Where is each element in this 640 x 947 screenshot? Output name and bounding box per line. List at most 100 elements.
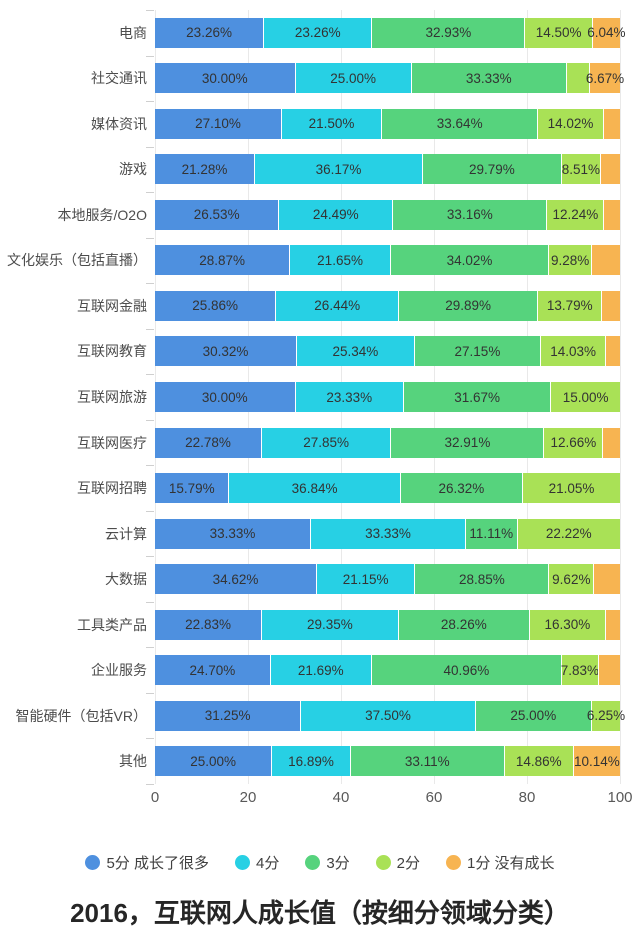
chart-row: 本地服务/O2O 26.53% 24.49% 33.16% 12.24% xyxy=(0,192,640,238)
segment-value-label: 31.67% xyxy=(454,389,500,405)
bar-segment: 27.10% xyxy=(155,108,281,139)
bar-segment: 23.26% xyxy=(155,17,264,48)
segment-value-label: 36.17% xyxy=(315,161,362,177)
category-axis-tick xyxy=(146,192,154,194)
category-axis-tick xyxy=(146,647,154,649)
segment-value-label: 15.00% xyxy=(562,389,609,405)
category-axis-tick xyxy=(146,283,154,285)
bar-segment: 25.34% xyxy=(295,336,414,367)
segment-value-label: 27.10% xyxy=(195,116,241,132)
bar-segment: 22.83% xyxy=(155,609,262,640)
bar-segment xyxy=(602,427,620,458)
segment-value-label: 33.33% xyxy=(365,526,411,542)
bar-track: 33.33% 33.33% 11.11% 22.22% xyxy=(155,518,620,549)
chart-row: 互联网旅游 30.00% 23.33% 31.67% 15.00% xyxy=(0,374,640,420)
chart-row: 互联网金融 25.86% 26.44% 29.89% 13.79% xyxy=(0,283,640,329)
segment-value-label: 25.86% xyxy=(192,298,239,314)
category-label: 媒体资讯 xyxy=(91,115,147,132)
segment-value-label: 34.02% xyxy=(446,252,493,268)
segment-value-label: 14.03% xyxy=(550,343,597,359)
segment-value-label: 21.28% xyxy=(181,161,228,177)
bar-segment: 28.85% xyxy=(414,564,549,595)
segment-value-label: 22.22% xyxy=(545,526,592,542)
bar-segment: 33.64% xyxy=(380,108,538,139)
x-axis-label: 20 xyxy=(239,789,257,806)
legend-color-dot-icon xyxy=(234,855,250,870)
bar-segment: 37.50% xyxy=(300,700,475,731)
bar-segment: 32.93% xyxy=(371,17,525,48)
bar-segment: 9.28% xyxy=(548,245,592,276)
segment-value-label: 28.87% xyxy=(199,252,246,268)
bar-track: 30.00% 25.00% 33.33% 6.67% xyxy=(155,63,624,94)
category-axis-tick xyxy=(146,328,154,330)
chart-row: 互联网教育 30.32% 25.34% 27.15% 14.03% xyxy=(0,329,640,375)
bar-segment: 33.33% xyxy=(309,518,465,549)
chart-row: 互联网医疗 22.78% 27.85% 32.91% 12.66% xyxy=(0,420,640,466)
category-axis-tick xyxy=(146,419,154,421)
segment-value-label: 25.00% xyxy=(330,70,377,86)
bar-segment: 33.33% xyxy=(155,518,310,549)
bar-segment: 21.65% xyxy=(289,245,390,276)
segment-value-label: 33.33% xyxy=(209,526,256,542)
legend-label: 5分 成长了很多 xyxy=(106,855,209,872)
bar-segment: 25.00% xyxy=(294,63,411,94)
category-label: 文化娱乐（包括直播） xyxy=(7,252,147,269)
category-label: 其他 xyxy=(119,753,147,770)
bar-segment xyxy=(604,609,620,640)
bar-segment: 25.00% xyxy=(474,700,591,731)
chart-row: 大数据 34.62% 21.15% 28.85% 9.62% xyxy=(0,556,640,602)
segment-value-label: 13.79% xyxy=(546,298,593,314)
category-label: 本地服务/O2O xyxy=(57,206,147,223)
bar-segment: 12.66% xyxy=(543,427,603,458)
chart-row: 互联网招聘 15.79% 36.84% 26.32% 21.05% xyxy=(0,465,640,511)
chart-row: 游戏 21.28% 36.17% 29.79% 8.51% xyxy=(0,147,640,193)
bar-track: 22.83% 29.35% 28.26% 16.30% xyxy=(155,609,620,640)
bar-segment xyxy=(591,245,620,276)
segment-value-label: 33.64% xyxy=(436,116,483,132)
bar-segment: 7.83% xyxy=(560,655,599,686)
segment-value-label: 14.86% xyxy=(515,753,562,769)
bar-segment: 26.53% xyxy=(155,199,279,230)
segment-value-label: 6.67% xyxy=(585,70,625,86)
segment-value-label: 26.32% xyxy=(438,480,485,496)
segment-value-label: 21.65% xyxy=(317,252,363,268)
bar-segment: 12.24% xyxy=(546,199,604,230)
segment-value-label: 14.02% xyxy=(547,116,594,132)
segment-value-label: 22.83% xyxy=(185,617,231,633)
legend-color-dot-icon xyxy=(85,855,101,870)
bar-segment: 34.62% xyxy=(155,564,316,595)
bar-segment: 6.04% xyxy=(587,17,626,48)
bar-segment: 26.32% xyxy=(399,473,523,504)
chart-row: 文化娱乐（包括直播） 28.87% 21.65% 34.02% 9.28% xyxy=(0,238,640,284)
plot-area: 电商 23.26% 23.26% 32.93% 14.50% 6.04% 社交通讯 30.00… xyxy=(0,10,640,785)
chart-row: 媒体资讯 27.10% 21.50% 33.64% 14.02% xyxy=(0,101,640,147)
category-axis-tick xyxy=(146,465,154,467)
legend-item: 3分 xyxy=(305,852,350,873)
bar-segment: 28.26% xyxy=(397,609,530,640)
segment-value-label: 12.66% xyxy=(550,435,597,451)
bar-track: 22.78% 27.85% 32.91% 12.66% xyxy=(155,427,620,458)
bar-segment: 32.91% xyxy=(390,427,544,458)
segment-value-label: 21.15% xyxy=(342,571,389,587)
legend-item: 5分 成长了很多 xyxy=(85,852,209,873)
gridline xyxy=(620,10,621,784)
category-axis-tick xyxy=(146,784,154,785)
bar-track: 23.26% 23.26% 32.93% 14.50% 6.04% xyxy=(155,17,626,48)
segment-value-label: 37.50% xyxy=(365,708,411,724)
segment-value-label: 33.11% xyxy=(404,753,450,769)
bar-segment xyxy=(600,154,620,185)
bar-track: 34.62% 21.15% 28.85% 9.62% xyxy=(155,564,620,595)
category-axis-tick xyxy=(146,55,154,57)
bar-segment: 14.50% xyxy=(524,17,592,48)
segment-value-label: 24.70% xyxy=(189,662,236,678)
bar-segment: 21.69% xyxy=(269,655,371,686)
segment-value-label: 30.32% xyxy=(202,343,249,359)
bar-segment xyxy=(593,564,620,595)
category-axis-tick xyxy=(146,510,154,512)
chart-title: 2016，互联网人成长值（按细分领域分类） xyxy=(70,898,570,928)
segment-value-label: 9.28% xyxy=(551,252,590,268)
segment-value-label: 7.83% xyxy=(560,662,599,678)
segment-value-label: 25.00% xyxy=(510,708,557,724)
bar-segment: 24.49% xyxy=(278,199,393,230)
segment-value-label: 27.15% xyxy=(454,343,501,359)
